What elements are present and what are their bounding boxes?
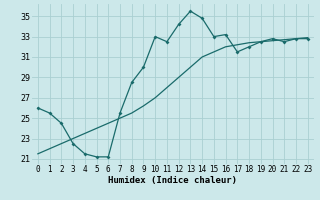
X-axis label: Humidex (Indice chaleur): Humidex (Indice chaleur): [108, 176, 237, 185]
